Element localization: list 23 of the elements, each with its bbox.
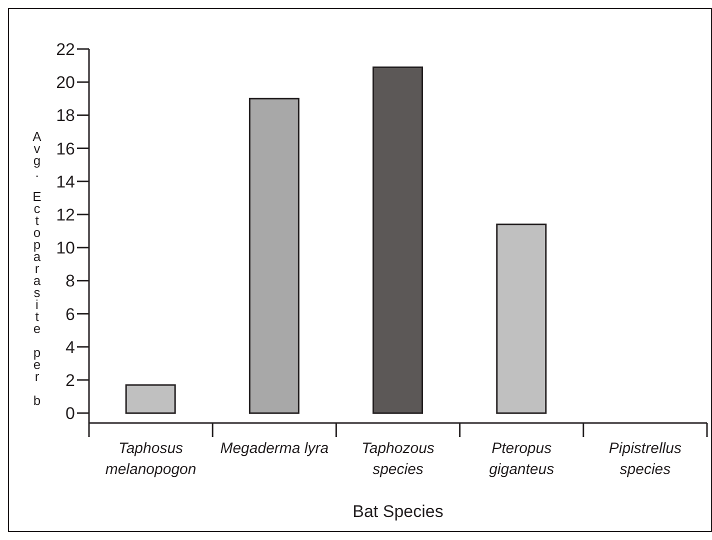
- y-tick-label: 16: [56, 139, 75, 158]
- x-tick-label: Pteropus giganteus: [489, 440, 555, 478]
- y-tick-label: 0: [66, 404, 75, 424]
- x-tick-label: Megaderma lyra: [220, 440, 329, 457]
- y-axis-title: Avg. Ectoparasite per b: [30, 129, 44, 406]
- x-tick-label: Pipistrellus species: [608, 440, 682, 478]
- y-tick-label: 8: [66, 272, 75, 291]
- y-tick-label: 14: [56, 172, 75, 192]
- y-tick-label: 22: [56, 40, 75, 60]
- y-tick-label: 10: [56, 238, 75, 258]
- y-tick-label: 18: [56, 106, 75, 126]
- x-axis-title: Bat Species: [352, 502, 444, 521]
- bar: [248, 98, 300, 414]
- y-tick-label: 20: [56, 73, 75, 92]
- bar: [125, 384, 176, 414]
- y-tick-label: 12: [56, 206, 75, 225]
- y-tick-label: 6: [66, 304, 75, 324]
- bar: [372, 66, 424, 414]
- y-tick-label: 2: [66, 371, 75, 390]
- y-tick-label: 4: [66, 338, 75, 357]
- bar: [496, 224, 547, 414]
- x-tick-label: Taphozous species: [362, 440, 435, 478]
- x-tick-label: Taphosus melanopogon: [105, 440, 196, 478]
